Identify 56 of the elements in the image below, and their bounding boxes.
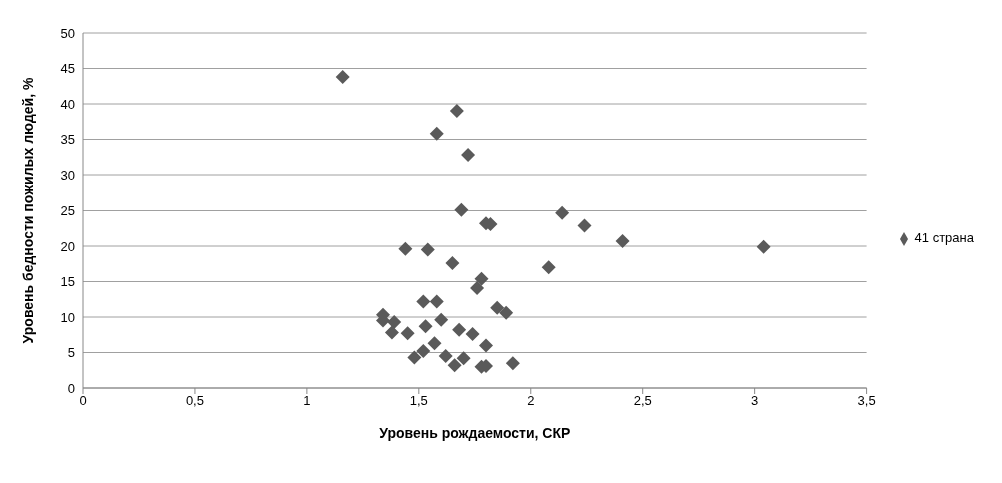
- point: [384, 325, 399, 340]
- point: [416, 344, 431, 359]
- point: [434, 312, 449, 327]
- y-tick-label: 25: [60, 203, 75, 219]
- x-tick-label: 2: [527, 393, 535, 409]
- y-tick-label: 0: [67, 380, 75, 396]
- y-tick-label: 20: [60, 238, 75, 254]
- x-tick-label: 2,5: [633, 393, 652, 409]
- point: [427, 336, 442, 351]
- x-tick-label: 1,5: [409, 393, 428, 409]
- point: [456, 351, 471, 366]
- y-tick-label: 50: [60, 25, 75, 41]
- point: [461, 148, 476, 163]
- x-tick-label: 0,5: [185, 393, 204, 409]
- point: [418, 319, 433, 334]
- point: [398, 241, 413, 256]
- y-tick-label: 30: [60, 167, 75, 183]
- point: [429, 126, 444, 141]
- y-axis-title: Уровень бедности пожилых людей, %: [19, 77, 36, 344]
- x-tick-label: 0: [79, 393, 87, 409]
- y-tick-label: 15: [60, 274, 75, 290]
- point: [615, 234, 630, 249]
- y-tick-label: 45: [60, 61, 75, 77]
- point: [387, 314, 402, 329]
- point: [474, 271, 489, 286]
- point: [400, 326, 415, 341]
- point: [505, 356, 520, 371]
- point: [541, 260, 556, 275]
- point: [429, 294, 444, 309]
- point: [447, 358, 462, 373]
- point: [335, 70, 350, 85]
- point: [490, 300, 505, 315]
- point: [470, 280, 485, 295]
- point: [407, 350, 422, 365]
- point: [452, 322, 467, 337]
- y-tick-label: 10: [60, 309, 75, 325]
- point: [555, 205, 570, 220]
- point: [416, 294, 431, 309]
- point: [454, 202, 469, 217]
- x-tick-label: 3: [751, 393, 759, 409]
- y-tick-label: 5: [67, 345, 75, 361]
- x-tick-label: 1: [303, 393, 311, 409]
- point: [449, 104, 464, 119]
- y-tick-label: 35: [60, 132, 75, 148]
- point: [577, 218, 592, 233]
- point: [756, 239, 771, 254]
- x-axis-title: Уровень рождаемости, СКР: [379, 425, 571, 441]
- point: [478, 338, 493, 353]
- y-tick-label: 40: [60, 96, 75, 112]
- point: [420, 242, 435, 257]
- point: [499, 305, 514, 320]
- point: [445, 256, 460, 271]
- point: [438, 349, 453, 364]
- x-tick-label: 3,5: [857, 393, 876, 409]
- legend-label: 41 страна: [914, 230, 974, 246]
- point: [465, 327, 480, 342]
